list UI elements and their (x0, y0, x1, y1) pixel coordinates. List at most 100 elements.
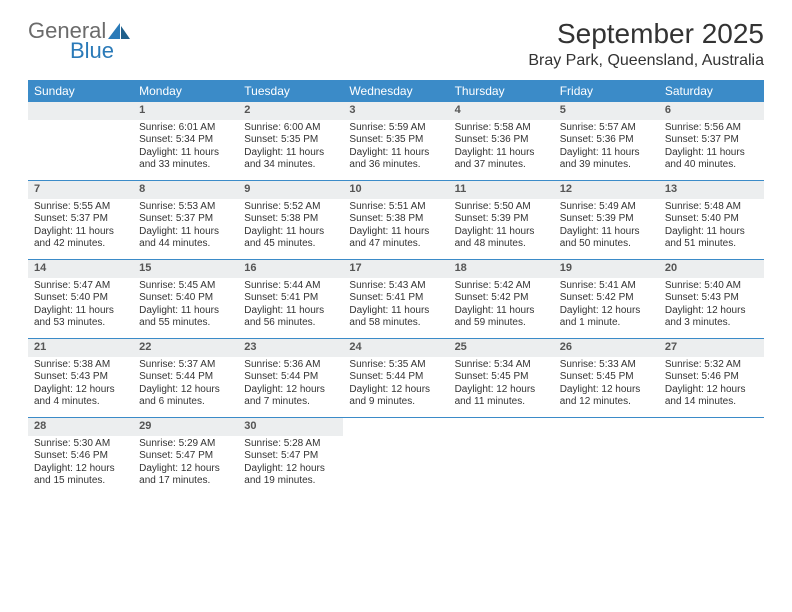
day-cell: 18Sunrise: 5:42 AMSunset: 5:42 PMDayligh… (449, 260, 554, 338)
daylight-text: Daylight: 11 hours and 39 minutes. (560, 147, 653, 172)
sunrise-text: Sunrise: 5:28 AM (244, 438, 337, 451)
daylight-text: Daylight: 11 hours and 53 minutes. (34, 305, 127, 330)
daylight-text: Daylight: 11 hours and 34 minutes. (244, 147, 337, 172)
sunset-text: Sunset: 5:36 PM (560, 134, 653, 147)
daylight-text: Daylight: 11 hours and 40 minutes. (665, 147, 758, 172)
day-info: Sunrise: 5:48 AMSunset: 5:40 PMDaylight:… (659, 199, 764, 255)
day-number: 16 (238, 260, 343, 278)
daylight-text: Daylight: 11 hours and 51 minutes. (665, 226, 758, 251)
day-number: 1 (133, 102, 238, 120)
daylight-text: Daylight: 12 hours and 14 minutes. (665, 384, 758, 409)
day-cell (659, 418, 764, 496)
daylight-text: Daylight: 12 hours and 19 minutes. (244, 463, 337, 488)
sunrise-text: Sunrise: 5:52 AM (244, 201, 337, 214)
calendar: Sunday Monday Tuesday Wednesday Thursday… (28, 80, 764, 496)
day-info: Sunrise: 6:00 AMSunset: 5:35 PMDaylight:… (238, 120, 343, 176)
day-info: Sunrise: 5:49 AMSunset: 5:39 PMDaylight:… (554, 199, 659, 255)
sunrise-text: Sunrise: 6:01 AM (139, 122, 232, 135)
day-number: 23 (238, 339, 343, 357)
day-number: 9 (238, 181, 343, 199)
day-number: 17 (343, 260, 448, 278)
day-info: Sunrise: 5:55 AMSunset: 5:37 PMDaylight:… (28, 199, 133, 255)
day-info: Sunrise: 5:33 AMSunset: 5:45 PMDaylight:… (554, 357, 659, 413)
sunset-text: Sunset: 5:35 PM (349, 134, 442, 147)
day-number: 11 (449, 181, 554, 199)
day-cell (554, 418, 659, 496)
day-info: Sunrise: 5:59 AMSunset: 5:35 PMDaylight:… (343, 120, 448, 176)
day-cell: 7Sunrise: 5:55 AMSunset: 5:37 PMDaylight… (28, 181, 133, 259)
day-number: 26 (554, 339, 659, 357)
daylight-text: Daylight: 12 hours and 1 minute. (560, 305, 653, 330)
day-number: 25 (449, 339, 554, 357)
day-number: 3 (343, 102, 448, 120)
sunrise-text: Sunrise: 5:58 AM (455, 122, 548, 135)
day-cell: 4Sunrise: 5:58 AMSunset: 5:36 PMDaylight… (449, 102, 554, 180)
daylight-text: Daylight: 11 hours and 59 minutes. (455, 305, 548, 330)
sunset-text: Sunset: 5:39 PM (455, 213, 548, 226)
day-info: Sunrise: 5:28 AMSunset: 5:47 PMDaylight:… (238, 436, 343, 492)
day-info: Sunrise: 5:34 AMSunset: 5:45 PMDaylight:… (449, 357, 554, 413)
day-info: Sunrise: 5:45 AMSunset: 5:40 PMDaylight:… (133, 278, 238, 334)
day-cell (343, 418, 448, 496)
day-number: 4 (449, 102, 554, 120)
day-number: 14 (28, 260, 133, 278)
day-header: Wednesday (343, 80, 448, 102)
logo: General Blue (28, 18, 130, 64)
day-number: 8 (133, 181, 238, 199)
day-cell: 5Sunrise: 5:57 AMSunset: 5:36 PMDaylight… (554, 102, 659, 180)
day-cell: 29Sunrise: 5:29 AMSunset: 5:47 PMDayligh… (133, 418, 238, 496)
sunrise-text: Sunrise: 5:34 AM (455, 359, 548, 372)
day-cell: 24Sunrise: 5:35 AMSunset: 5:44 PMDayligh… (343, 339, 448, 417)
daylight-text: Daylight: 12 hours and 17 minutes. (139, 463, 232, 488)
day-cell: 13Sunrise: 5:48 AMSunset: 5:40 PMDayligh… (659, 181, 764, 259)
sunrise-text: Sunrise: 5:30 AM (34, 438, 127, 451)
sunset-text: Sunset: 5:40 PM (665, 213, 758, 226)
day-cell: 12Sunrise: 5:49 AMSunset: 5:39 PMDayligh… (554, 181, 659, 259)
sunrise-text: Sunrise: 5:48 AM (665, 201, 758, 214)
day-number: 22 (133, 339, 238, 357)
sunset-text: Sunset: 5:44 PM (349, 371, 442, 384)
daylight-text: Daylight: 12 hours and 4 minutes. (34, 384, 127, 409)
sunset-text: Sunset: 5:38 PM (244, 213, 337, 226)
day-info: Sunrise: 5:37 AMSunset: 5:44 PMDaylight:… (133, 357, 238, 413)
day-header: Tuesday (238, 80, 343, 102)
day-info: Sunrise: 5:53 AMSunset: 5:37 PMDaylight:… (133, 199, 238, 255)
day-number: 18 (449, 260, 554, 278)
sunrise-text: Sunrise: 6:00 AM (244, 122, 337, 135)
day-number (659, 418, 764, 436)
sunrise-text: Sunrise: 5:33 AM (560, 359, 653, 372)
week-row: 14Sunrise: 5:47 AMSunset: 5:40 PMDayligh… (28, 260, 764, 339)
daylight-text: Daylight: 12 hours and 11 minutes. (455, 384, 548, 409)
day-info: Sunrise: 5:35 AMSunset: 5:44 PMDaylight:… (343, 357, 448, 413)
day-info: Sunrise: 5:29 AMSunset: 5:47 PMDaylight:… (133, 436, 238, 492)
day-cell: 27Sunrise: 5:32 AMSunset: 5:46 PMDayligh… (659, 339, 764, 417)
sunset-text: Sunset: 5:46 PM (34, 450, 127, 463)
day-info: Sunrise: 5:36 AMSunset: 5:44 PMDaylight:… (238, 357, 343, 413)
week-row: 28 Sunrise: 5:30 AMSunset: 5:46 PM Dayligh… (28, 418, 764, 496)
sunrise-text: Sunrise: 5:50 AM (455, 201, 548, 214)
sunrise-text: Sunrise: 5:45 AM (139, 280, 232, 293)
day-cell (28, 102, 133, 180)
weeks-container: 1Sunrise: 6:01 AMSunset: 5:34 PMDaylight… (28, 102, 764, 496)
daylight-text: Daylight: 11 hours and 36 minutes. (349, 147, 442, 172)
day-number: 6 (659, 102, 764, 120)
day-number: 19 (554, 260, 659, 278)
day-number (28, 102, 133, 120)
sunrise-text: Sunrise: 5:56 AM (665, 122, 758, 135)
day-info: Sunrise: 5:32 AMSunset: 5:46 PMDaylight:… (659, 357, 764, 413)
sunrise-text: Sunrise: 5:51 AM (349, 201, 442, 214)
header: General Blue September 2025 Bray Park, Q… (28, 18, 764, 70)
sunset-text: Sunset: 5:45 PM (560, 371, 653, 384)
day-header: Friday (554, 80, 659, 102)
sunrise-text: Sunrise: 5:29 AM (139, 438, 232, 451)
day-info: Sunrise: 5:44 AMSunset: 5:41 PMDaylight:… (238, 278, 343, 334)
day-cell: 8Sunrise: 5:53 AMSunset: 5:37 PMDaylight… (133, 181, 238, 259)
day-cell: 15Sunrise: 5:45 AMSunset: 5:40 PMDayligh… (133, 260, 238, 338)
day-number: 28 (28, 418, 133, 436)
day-cell: 17Sunrise: 5:43 AMSunset: 5:41 PMDayligh… (343, 260, 448, 338)
sunset-text: Sunset: 5:41 PM (349, 292, 442, 305)
sunset-text: Sunset: 5:42 PM (560, 292, 653, 305)
day-cell: 2Sunrise: 6:00 AMSunset: 5:35 PMDaylight… (238, 102, 343, 180)
day-cell: 22Sunrise: 5:37 AMSunset: 5:44 PMDayligh… (133, 339, 238, 417)
sunrise-text: Sunrise: 5:38 AM (34, 359, 127, 372)
